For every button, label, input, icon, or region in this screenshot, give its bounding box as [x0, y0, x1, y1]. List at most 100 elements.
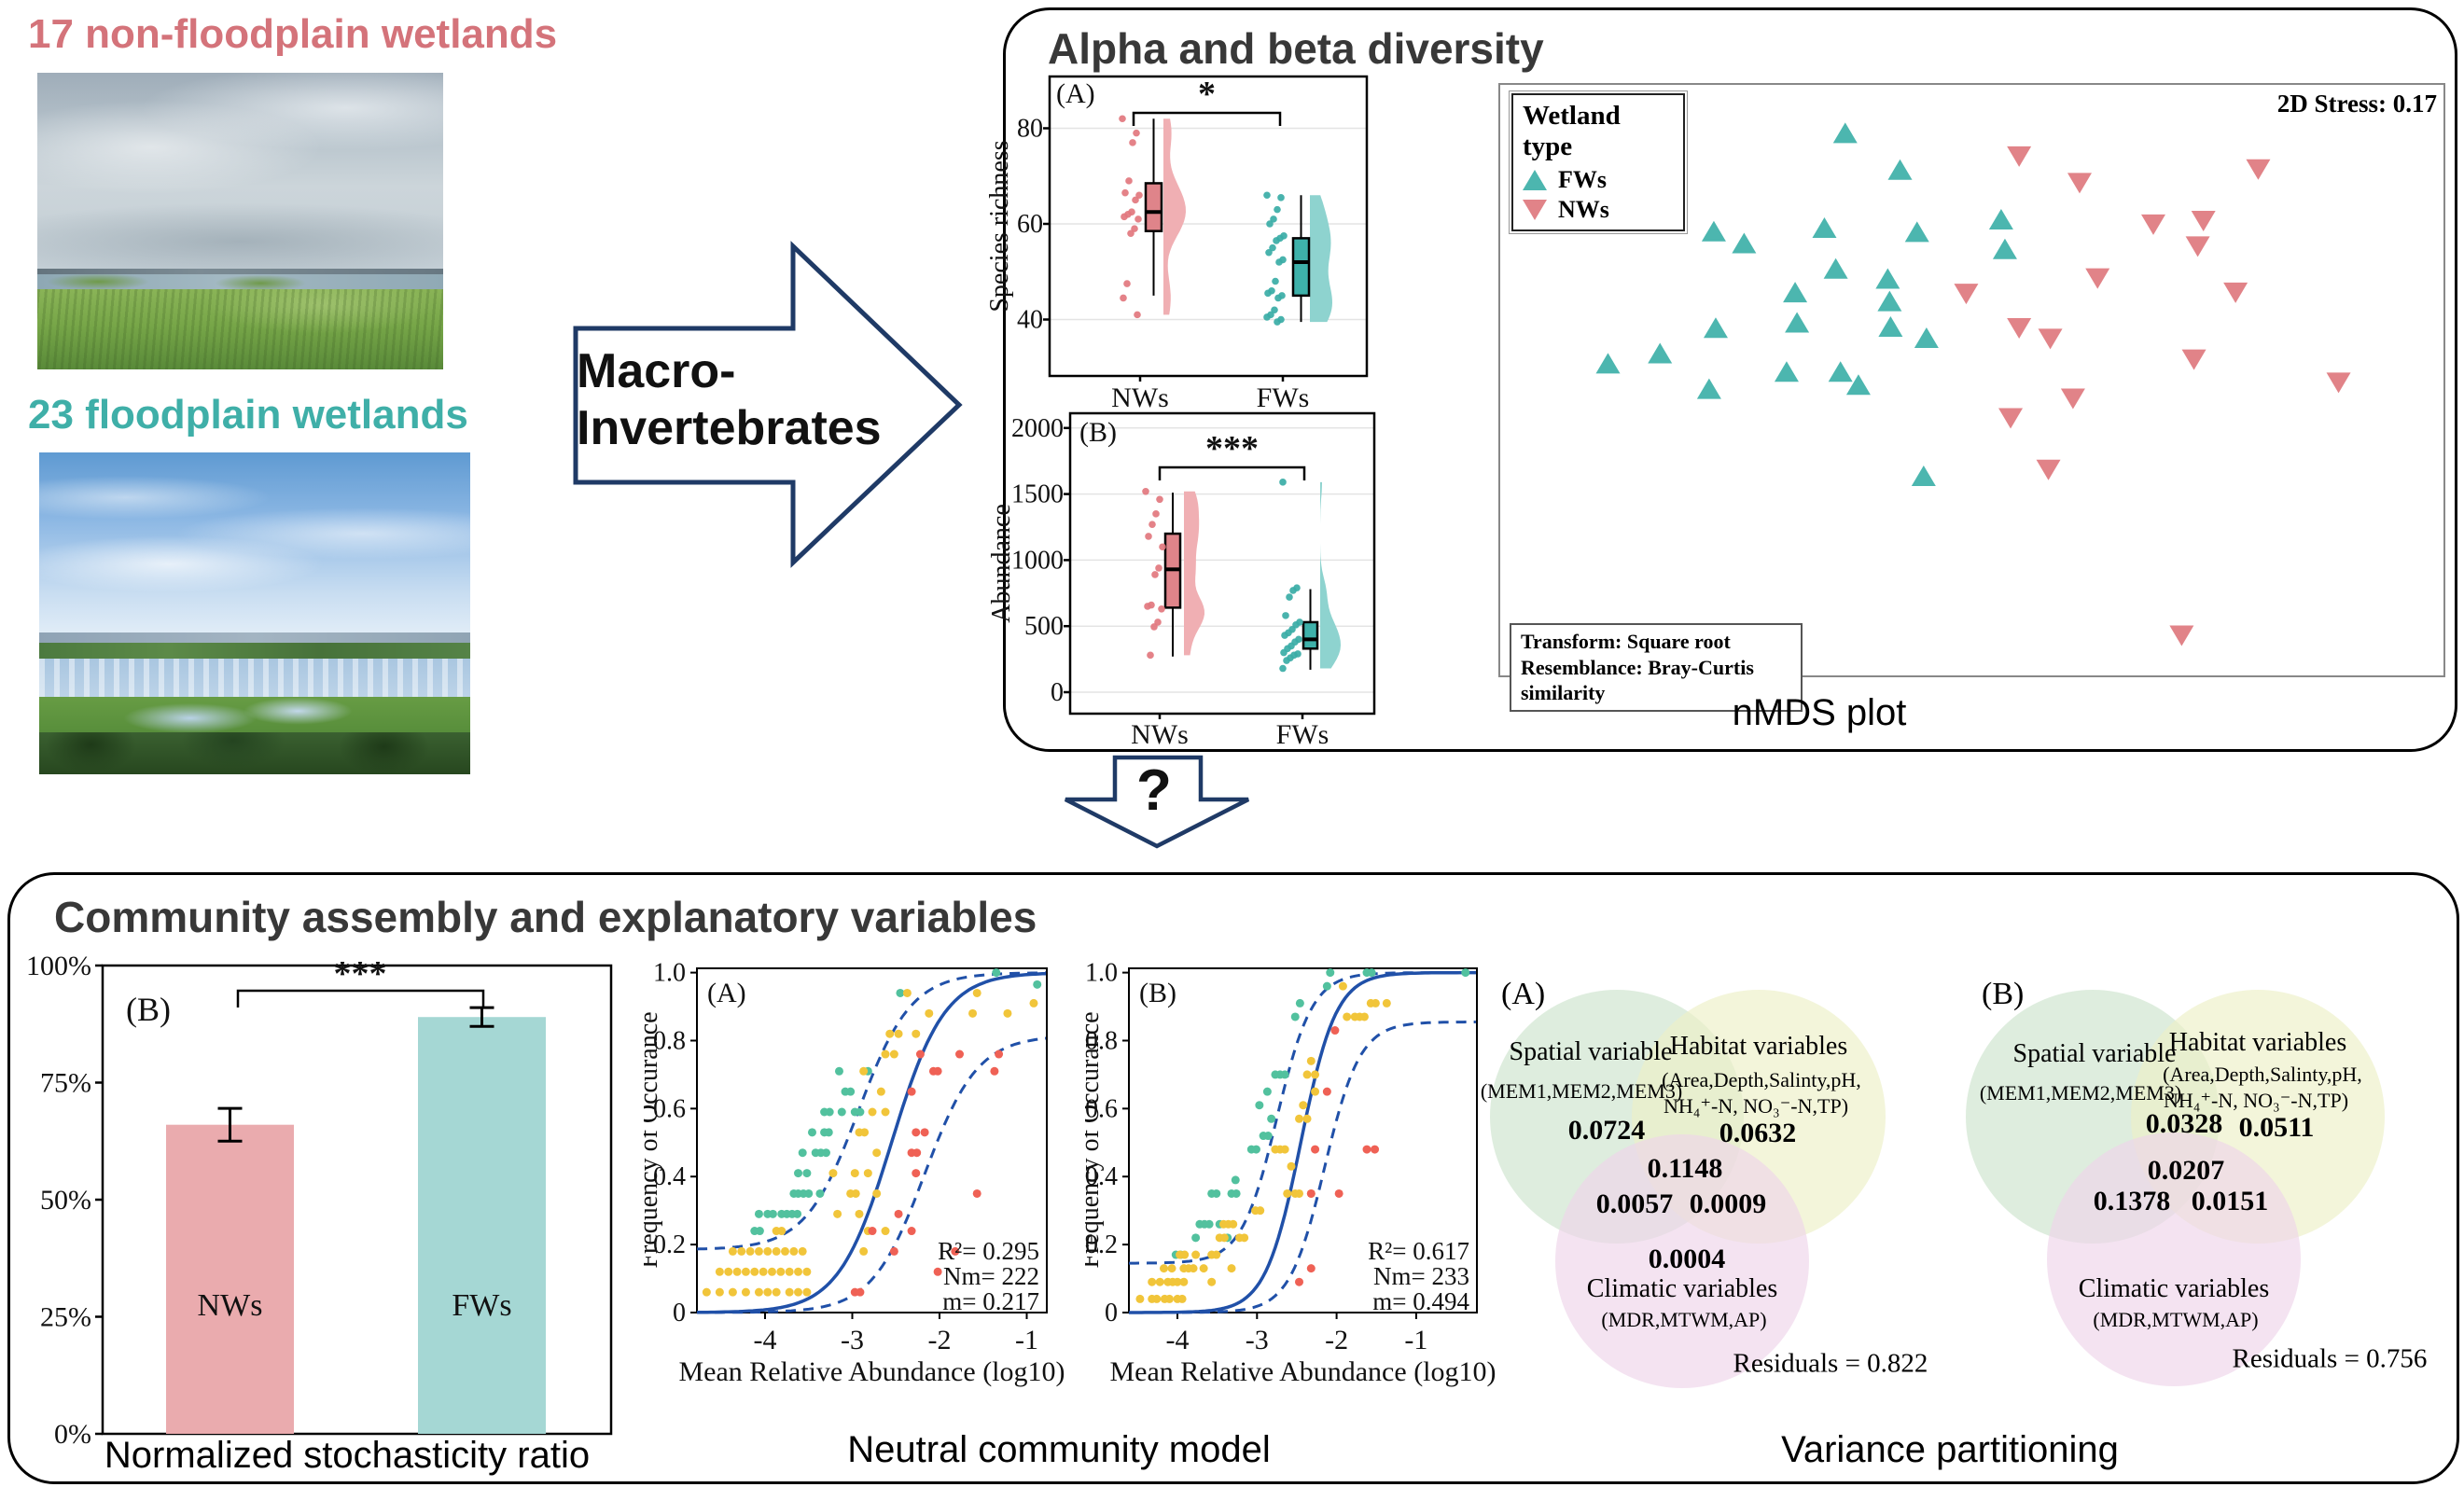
nmds-method-box: Transform: Square root Resemblance: Bray… [1510, 623, 1803, 712]
svg-text:-2: -2 [928, 1325, 952, 1355]
venn-text: Habitat variables [1669, 1032, 1848, 1061]
alpha-beta-diversity-panel: Alpha and beta diversity [1003, 7, 2457, 752]
svg-text:1.0: 1.0 [653, 959, 686, 988]
svg-text:0.8: 0.8 [1085, 1026, 1118, 1055]
venn-text: (Area,Depth,Salinty,pH, [2163, 1063, 2362, 1086]
venn-text: (Area,Depth,Salinty,pH, [1662, 1068, 1861, 1091]
venn-text: 0.0151 [2191, 1186, 2269, 1216]
svg-text:Frequency of Occurance: Frequency of Occurance [644, 1011, 663, 1268]
svg-text:0: 0 [1051, 678, 1064, 707]
fws-triangle-up-icon [1523, 170, 1547, 190]
svg-text:(A): (A) [707, 978, 746, 1008]
nmds-transform-line: Transform: Square root [1521, 630, 1731, 653]
svg-text:-1: -1 [1404, 1325, 1427, 1355]
svg-text:0.8: 0.8 [653, 1026, 686, 1055]
nws-triangle-down-icon [1523, 200, 1547, 220]
nmds-legend-title: Wetland type [1523, 101, 1621, 161]
venn-text: (MEM1,MEM2,MEM3) [1480, 1079, 1683, 1103]
svg-text:Species richness: Species richness [989, 140, 1014, 312]
svg-text:-4: -4 [1166, 1325, 1190, 1355]
venn-text: Climatic variables [2078, 1274, 2270, 1303]
svg-text:NWs: NWs [1131, 719, 1189, 750]
svg-text:-2: -2 [1325, 1325, 1348, 1355]
nmds-legend: Wetland type FWs NWs [1509, 90, 1688, 234]
svg-text:R²= 0.617: R²= 0.617 [1368, 1237, 1469, 1265]
svg-text:2000: 2000 [1011, 414, 1064, 443]
fw-wetlands-title: 23 floodplain wetlands [28, 392, 468, 438]
nmds-stress-label: 2D Stress: 0.17 [2276, 90, 2437, 118]
svg-text:***: *** [334, 954, 387, 994]
venn-text: Climatic variables [1586, 1274, 1778, 1303]
svg-text:0%: 0% [54, 1419, 91, 1450]
venn-text: 0.0724 [1567, 1115, 1646, 1146]
venn-text: (MDR,MTWM,AP) [2093, 1308, 2259, 1331]
venn-text: 0.0009 [1689, 1188, 1767, 1219]
ncm-caption: Neutral community model [847, 1429, 1271, 1470]
nmds-resemblance-line: Resemblance: Bray-Curtis similarity [1521, 655, 1754, 705]
variance-partitioning-venn-b: (B) Spatial variable (MEM1,MEM2,MEM3) Habit… [1966, 956, 2463, 1404]
variance-partitioning-venn-a: (A) Spatial variable (MEM1,MEM2,MEM3) 0.072… [1481, 956, 1983, 1404]
svg-text:-1: -1 [1015, 1325, 1038, 1355]
fw-wetland-photo [39, 452, 470, 774]
svg-text:25%: 25% [40, 1302, 91, 1333]
svg-text:-3: -3 [841, 1325, 864, 1355]
stochasticity-bar-chart: 0% 25% 50% 75% 100% NWs FWs *** (B) [26, 951, 613, 1450]
community-assembly-panel-title: Community assembly and explanatory varia… [54, 893, 1037, 941]
svg-text:Mean Relative Abundance (log10: Mean Relative Abundance (log10) [678, 1356, 1065, 1387]
venn-text: Spatial variable [1509, 1037, 1673, 1066]
svg-text:(B): (B) [1079, 417, 1117, 448]
venn-circle-climatic [2047, 1133, 2301, 1386]
svg-text:***: *** [1205, 429, 1259, 468]
svg-text:Abundance: Abundance [989, 504, 1016, 623]
svg-text:NWs: NWs [1111, 382, 1169, 413]
venn-text: NH₄⁺-N, NO₃⁻-N,TP) [1663, 1094, 1849, 1118]
svg-text:(B): (B) [126, 991, 171, 1028]
question-arrow-icon [1064, 755, 1250, 849]
svg-text:FWs: FWs [452, 1288, 511, 1323]
svg-text:0: 0 [673, 1299, 686, 1327]
svg-text:1.0: 1.0 [1085, 959, 1118, 988]
svg-text:1500: 1500 [1011, 480, 1064, 509]
venn-text: 0.1148 [1647, 1153, 1723, 1184]
venn-text: 0.1378 [2093, 1186, 2171, 1216]
venn-text: NH₄⁺-N, NO₃⁻-N,TP) [2163, 1089, 2349, 1112]
venn-text: Habitat variables [2168, 1028, 2347, 1057]
svg-text:50%: 50% [40, 1185, 91, 1216]
vp-caption: Variance partitioning [1781, 1429, 2119, 1470]
svg-text:0.6: 0.6 [653, 1094, 686, 1123]
svg-text:1000: 1000 [1011, 546, 1064, 575]
alpha-beta-panel-title: Alpha and beta diversity [1048, 24, 1544, 73]
abundance-raincloud-chart: 0 500 1000 1500 2000 Abundance NWs FWs *** (B) [989, 411, 1376, 750]
nws-legend-label: NWs [1558, 196, 1609, 223]
svg-text:500: 500 [1024, 612, 1064, 641]
svg-text:75%: 75% [40, 1068, 91, 1099]
venn-text: 0.0207 [2147, 1155, 2225, 1186]
venn-text: 0.0057 [1595, 1188, 1674, 1219]
svg-text:-3: -3 [1246, 1325, 1269, 1355]
svg-text:0.2: 0.2 [1085, 1230, 1118, 1259]
flow-arrow-line2: Invertebrates [577, 401, 882, 456]
venn-text: Residuals = 0.756 [2232, 1343, 2428, 1374]
svg-text:Nm= 233: Nm= 233 [1373, 1262, 1469, 1290]
nmds-legend-row-fws: FWs [1523, 166, 1672, 193]
svg-text:80: 80 [1017, 115, 1043, 144]
venn-text: Spatial variable [2012, 1039, 2177, 1068]
svg-text:m= 0.494: m= 0.494 [1372, 1287, 1469, 1315]
venn-text: 0.0632 [1719, 1118, 1797, 1148]
svg-text:-4: -4 [754, 1325, 777, 1355]
venn-text: (MEM1,MEM2,MEM3) [1979, 1081, 2182, 1105]
svg-text:100%: 100% [26, 951, 91, 981]
venn-text: Residuals = 0.822 [1733, 1348, 1928, 1379]
question-mark: ? [1136, 758, 1172, 823]
svg-text:40: 40 [1017, 306, 1043, 335]
nsr-caption: Normalized stochasticity ratio [104, 1435, 591, 1476]
svg-text:Frequency of Occurance: Frequency of Occurance [1085, 1011, 1105, 1268]
venn-text: (B) [1982, 977, 2025, 1011]
venn-text: (A) [1501, 977, 1546, 1011]
svg-text:m= 0.217: m= 0.217 [942, 1287, 1039, 1315]
svg-text:FWs: FWs [1257, 382, 1310, 413]
nw-wetlands-title: 17 non-floodplain wetlands [28, 11, 558, 57]
